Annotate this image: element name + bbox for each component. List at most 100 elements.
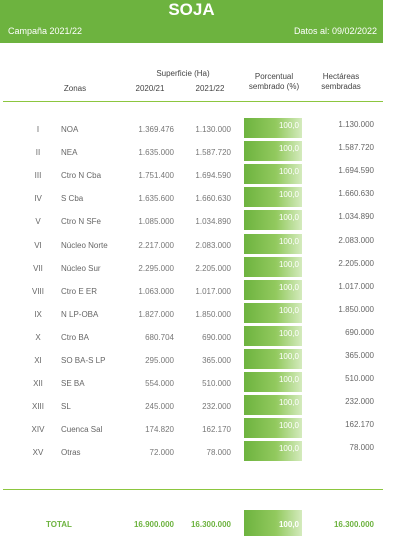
zone-number: III (34, 171, 42, 181)
percent-value: 100,0 (278, 190, 299, 200)
surface-2020-21: 1.369.476 (138, 125, 174, 134)
percent-bar: 100,0 (244, 233, 302, 254)
percent-bar: 100,0 (244, 325, 302, 346)
percent-value: 100,0 (278, 398, 299, 408)
surface-2020-21: 2.217.000 (138, 240, 174, 250)
table-row: II NEA 1.635.000 1.587.720 100,0 1.587.720 (0, 141, 403, 164)
percent-bar: 100,0 (244, 118, 302, 138)
zone-name: Núcleo Norte (61, 240, 108, 250)
surface-2021-22: 1.850.000 (195, 309, 231, 319)
surface-2021-22: 510.000 (202, 379, 231, 389)
surface-2020-21: 2.295.000 (138, 263, 174, 273)
percent-value: 100,0 (278, 144, 299, 154)
table-row: VII Núcleo Sur 2.295.000 2.205.000 100,0 2.20… (0, 256, 403, 280)
zone-name: Ctro N Cba (61, 171, 102, 181)
percent-bar: 100,0 (244, 395, 302, 416)
percent-bar: 100,0 (244, 187, 302, 208)
surface-2021-22: 365.000 (202, 356, 231, 365)
surface-2020-21: 1.085.000 (138, 217, 174, 227)
percent-value: 100,0 (278, 167, 299, 177)
percent-bar: 100,0 (244, 302, 302, 323)
zone-number: II (35, 148, 41, 158)
surface-2020-21: 174.820 (145, 425, 174, 435)
year1-header: 2020/21 (135, 84, 165, 93)
total-percent-value: 100,0 (278, 520, 299, 529)
hectares-value: 162.170 (345, 420, 374, 430)
year2-header: 2021/22 (195, 84, 225, 93)
surface-2021-22: 1.017.000 (195, 286, 231, 296)
table-row: VI Núcleo Norte 2.217.000 2.083.000 100,0 2.0… (0, 233, 403, 257)
zone-name: Ctro BA (61, 332, 90, 342)
zone-name: N LP-OBA (61, 309, 99, 319)
percent-bar: 100,0 (244, 349, 302, 369)
zone-number: VIII (31, 286, 44, 296)
surface-2020-21: 295.000 (145, 356, 174, 365)
hectares-value: 510.000 (345, 374, 374, 384)
table-row: XV Otras 72.000 78.000 100,0 78.000 (0, 441, 403, 464)
surface-2020-21: 1.635.600 (138, 194, 174, 204)
percent-value: 100,0 (278, 213, 299, 223)
surface-2021-22: 1.587.720 (195, 148, 231, 158)
total-percent-bar: 100,0 (244, 510, 302, 536)
surface-2020-21: 680.704 (145, 332, 174, 342)
total-hectares: 16.300.000 (333, 520, 374, 529)
hectares-value: 1.017.000 (338, 281, 374, 291)
table-row: XIII SL 245.000 232.000 100,0 232.000 (0, 395, 403, 418)
header-banner: SOJA Campaña 2021/22 Datos al: 09/02/202… (0, 0, 383, 43)
surface-2021-22: 690.000 (202, 332, 231, 342)
percent-bar: 100,0 (244, 279, 302, 300)
surface-2021-22: 1.660.630 (195, 194, 231, 204)
zone-name: NOA (61, 125, 79, 134)
surface-2021-22: 162.170 (202, 425, 231, 435)
table-row: X Ctro BA 680.704 690.000 100,0 690.000 (0, 325, 403, 349)
surface-2020-21: 1.635.000 (138, 148, 174, 158)
zone-number: VII (33, 263, 43, 273)
zone-number: V (35, 217, 41, 227)
percent-value: 100,0 (278, 375, 299, 385)
hectares-value: 365.000 (345, 351, 374, 360)
total-row: TOTAL 16.900.000 16.300.000 100,0 16.300… (0, 508, 403, 538)
table-row: III Ctro N Cba 1.751.400 1.694.590 100,0 1.69… (0, 164, 403, 187)
data-date-label: Datos al: 09/02/2022 (293, 26, 377, 36)
surface-2021-22: 78.000 (206, 448, 231, 458)
surface-header: Superficie (Ha) (156, 69, 210, 78)
zone-number: XV (32, 448, 44, 458)
surface-2020-21: 245.000 (145, 402, 174, 412)
zone-name: SO BA-S LP (61, 356, 106, 365)
table-row: VIII Ctro E ER 1.063.000 1.017.000 100,0 1.01… (0, 279, 403, 303)
surface-2021-22: 232.000 (202, 402, 231, 412)
percent-value: 100,0 (278, 259, 299, 269)
surface-2021-22: 2.205.000 (195, 263, 231, 273)
zone-name: SL (61, 402, 71, 412)
zone-number: VI (34, 240, 42, 250)
surface-2020-21: 72.000 (149, 448, 174, 458)
table-row: IX N LP-OBA 1.827.000 1.850.000 100,0 1.850.0… (0, 302, 403, 326)
percent-bar: 100,0 (244, 256, 302, 277)
percent-bar: 100,0 (244, 441, 302, 462)
percent-value: 100,0 (278, 121, 299, 130)
zone-number: XI (34, 356, 42, 365)
page-title: SOJA (168, 0, 215, 19)
percent-bar: 100,0 (244, 210, 302, 231)
zone-name: Ctro N SFe (61, 217, 102, 227)
hectares-value: 1.587.720 (338, 143, 374, 153)
percent-value: 100,0 (278, 305, 299, 315)
hectares-value: 232.000 (345, 397, 374, 407)
total-year2: 16.300.000 (190, 520, 231, 529)
hectares-value: 78.000 (349, 443, 374, 453)
table-row: XII SE BA 554.000 510.000 100,0 510.000 (0, 372, 403, 395)
zone-number: I (36, 125, 40, 134)
hectares-value: 2.083.000 (338, 235, 374, 245)
percent-bar: 100,0 (244, 141, 302, 162)
table-row: XI SO BA-S LP 295.000 365.000 100,0 365.000 (0, 349, 403, 372)
zone-name: Otras (61, 448, 81, 458)
percent-value: 100,0 (278, 421, 299, 431)
surface-2021-22: 1.694.590 (195, 171, 231, 181)
percent-bar: 100,0 (244, 372, 302, 393)
zones-header: Zonas (63, 84, 87, 93)
campaign-label: Campaña 2021/22 (8, 26, 83, 36)
hectares-value: 1.034.890 (338, 212, 374, 222)
hectares-value: 690.000 (345, 327, 374, 337)
zone-number: XIII (31, 402, 44, 412)
surface-2020-21: 1.827.000 (138, 309, 174, 319)
